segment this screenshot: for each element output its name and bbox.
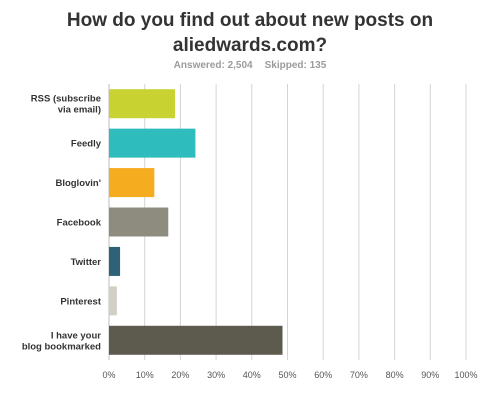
bar (109, 89, 176, 119)
x-tick-label: 100% (454, 370, 477, 380)
bar (109, 128, 196, 158)
x-tick-label: 40% (243, 370, 261, 380)
x-tick-label: 0% (102, 370, 115, 380)
category-label: via email) (58, 105, 101, 116)
category-label: blog bookmarked (22, 341, 101, 352)
x-tick-label: 80% (386, 370, 404, 380)
chart-title: How do you find out about new posts on a… (40, 8, 460, 58)
skipped-count: Skipped: 135 (264, 60, 327, 71)
category-label: I have your (51, 330, 101, 341)
bar (109, 246, 121, 276)
category-label: Feedly (71, 139, 102, 150)
category-label: RSS (subscribe (31, 94, 101, 105)
category-label: Pinterest (60, 296, 101, 307)
x-tick-label: 30% (207, 370, 225, 380)
category-label: Bloglovin' (55, 178, 101, 189)
answered-count: Answered: 2,504 (173, 60, 253, 71)
chart-title-line-1: How do you find out about new posts on (66, 10, 434, 31)
chart-title-line-2: aliedwards.com? (172, 35, 328, 56)
bar (109, 325, 283, 355)
x-tick-label: 60% (314, 370, 332, 380)
bar (109, 207, 169, 237)
response-stats: Answered: 2,504 Skipped: 135 (0, 60, 500, 71)
category-label: Facebook (57, 218, 102, 229)
x-tick-label: 50% (278, 370, 296, 380)
bar (109, 286, 117, 316)
x-tick-label: 90% (421, 370, 439, 380)
x-tick-label: 10% (136, 370, 154, 380)
category-label: Twitter (71, 257, 102, 268)
x-tick-label: 20% (171, 370, 189, 380)
bar (109, 168, 155, 198)
x-tick-label: 70% (350, 370, 368, 380)
